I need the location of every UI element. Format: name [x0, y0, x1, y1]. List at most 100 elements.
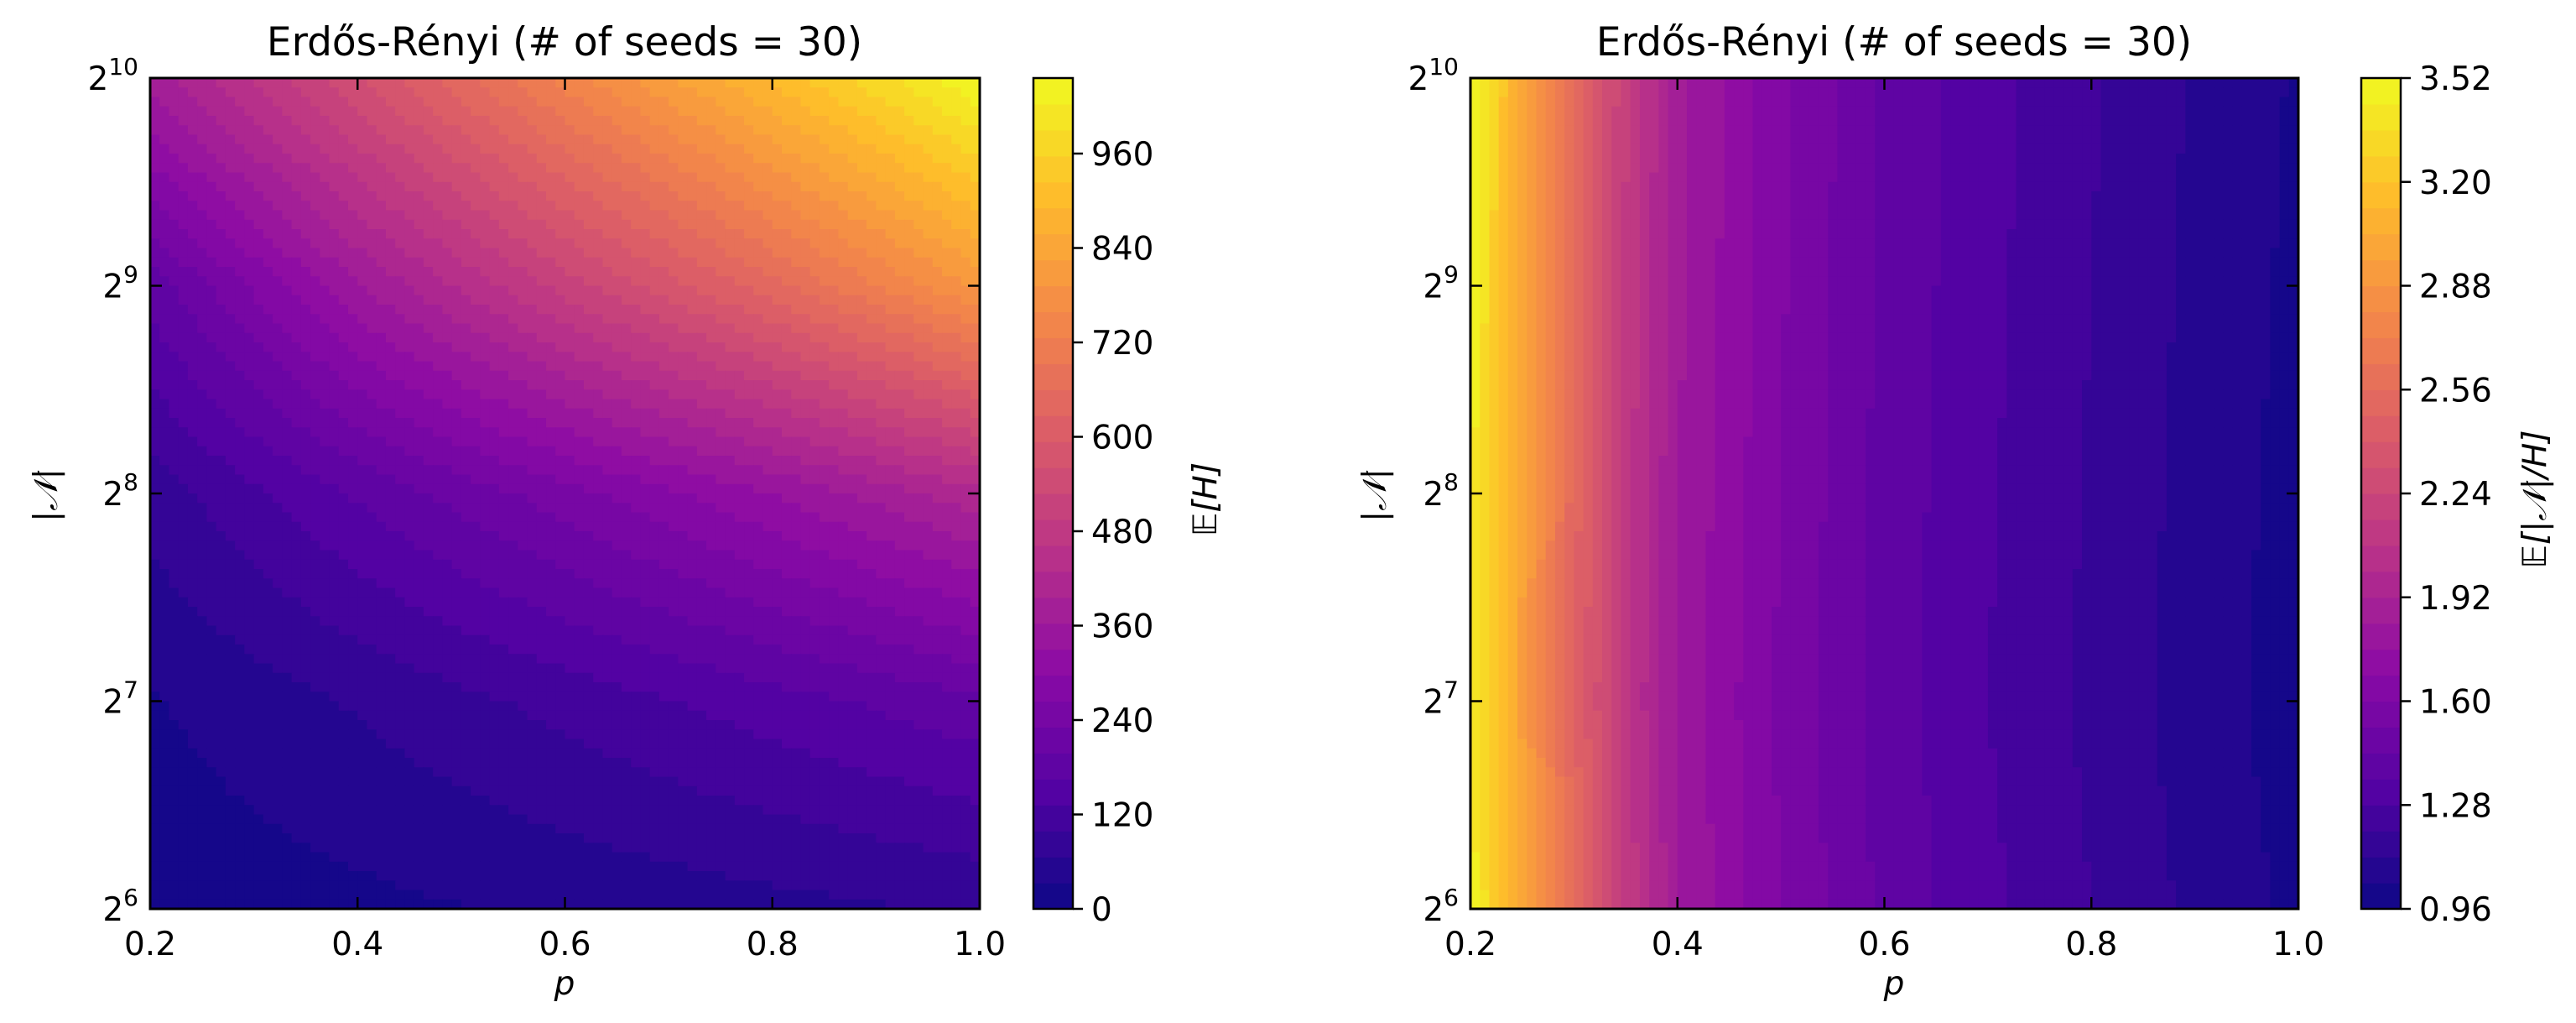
- heatmap-cell: [716, 248, 726, 258]
- heatmap-cell: [320, 408, 330, 419]
- heatmap-cell: [546, 607, 556, 617]
- heatmap-cell: [640, 285, 651, 296]
- heatmap-cell: [904, 587, 915, 598]
- heatmap-cell: [244, 97, 255, 107]
- heatmap-cell: [442, 465, 453, 476]
- heatmap-cell: [866, 285, 877, 296]
- heatmap-cell: [527, 219, 538, 230]
- heatmap-cell: [471, 399, 481, 410]
- heatmap-cell: [791, 78, 802, 88]
- heatmap-cell: [951, 446, 962, 457]
- heatmap-cell: [527, 172, 538, 183]
- heatmap-cell: [960, 418, 971, 428]
- heatmap-cell: [461, 295, 471, 305]
- heatmap-cell: [433, 512, 444, 523]
- heatmap-cell: [885, 342, 896, 352]
- heatmap-cell: [829, 483, 840, 494]
- heatmap-cell: [150, 125, 160, 136]
- heatmap-cell: [593, 191, 604, 201]
- heatmap-cell: [300, 116, 311, 126]
- heatmap-cell: [970, 380, 981, 390]
- heatmap-cell: [320, 201, 330, 211]
- heatmap-cell: [433, 210, 444, 221]
- heatmap-cell: [725, 323, 736, 334]
- heatmap-cell: [744, 607, 754, 617]
- heatmap-cell: [678, 201, 689, 211]
- heatmap-cell: [329, 361, 340, 372]
- heatmap-cell: [395, 219, 406, 230]
- heatmap-cell: [555, 87, 566, 98]
- heatmap-cell: [404, 587, 415, 598]
- heatmap-cell: [809, 332, 820, 343]
- heatmap-cell: [546, 116, 556, 126]
- heatmap-cell: [800, 144, 811, 154]
- heatmap-cell: [508, 607, 519, 617]
- heatmap-cell: [753, 512, 764, 523]
- heatmap-cell: [658, 163, 669, 174]
- heatmap-cell: [414, 427, 424, 438]
- heatmap-cell: [480, 295, 491, 305]
- heatmap-cell: [367, 229, 377, 239]
- heatmap-cell: [725, 144, 736, 154]
- heatmap-cell: [385, 163, 396, 174]
- heatmap-cell: [395, 483, 406, 494]
- heatmap-cell: [658, 370, 669, 381]
- heatmap-cell: [348, 332, 358, 343]
- heatmap-cell: [696, 342, 707, 352]
- heatmap-cell: [320, 531, 330, 541]
- heatmap-cell: [669, 295, 679, 305]
- heatmap-cell: [451, 436, 462, 447]
- heatmap-cell: [791, 436, 802, 447]
- heatmap-cell: [942, 144, 952, 154]
- heatmap-cell: [225, 314, 236, 325]
- heatmap-cell: [631, 408, 642, 419]
- heatmap-cell: [593, 446, 604, 457]
- heatmap-cell: [244, 154, 255, 164]
- heatmap-cell: [894, 465, 905, 476]
- heatmap-cell: [320, 125, 330, 136]
- heatmap-cell: [471, 78, 481, 88]
- heatmap-cell: [809, 285, 820, 296]
- heatmap-cell: [263, 550, 273, 561]
- heatmap-cell: [395, 597, 406, 608]
- heatmap-cell: [913, 361, 924, 372]
- heatmap-cell: [772, 201, 783, 211]
- heatmap-cell: [150, 436, 160, 447]
- heatmap-cell: [669, 607, 679, 617]
- heatmap-cell: [442, 427, 453, 438]
- heatmap-cell: [856, 125, 867, 136]
- heatmap-cell: [489, 238, 500, 249]
- heatmap-cell: [244, 238, 255, 249]
- heatmap-cell: [960, 597, 971, 608]
- heatmap-cell: [649, 389, 660, 400]
- heatmap-cell: [753, 172, 764, 183]
- heatmap-cell: [819, 427, 830, 438]
- heatmap-cell: [282, 531, 293, 541]
- heatmap-cell: [847, 144, 858, 154]
- heatmap-cell: [385, 456, 396, 466]
- heatmap-cell: [471, 305, 481, 315]
- heatmap-cell: [593, 248, 604, 258]
- heatmap-cell: [546, 172, 556, 183]
- heatmap-cell: [498, 97, 509, 107]
- heatmap-cell: [310, 540, 320, 551]
- heatmap-cell: [253, 267, 264, 277]
- heatmap-cell: [716, 456, 726, 466]
- heatmap-cell: [338, 578, 349, 589]
- heatmap-cell: [772, 125, 783, 136]
- heatmap-cell: [781, 493, 792, 504]
- heatmap-cell: [602, 219, 613, 230]
- heatmap-cell: [753, 559, 764, 570]
- heatmap-cell: [329, 238, 340, 249]
- heatmap-cell: [555, 380, 566, 390]
- heatmap-cell: [385, 521, 396, 532]
- heatmap-cell: [772, 267, 783, 277]
- heatmap-cell: [942, 116, 952, 126]
- heatmap-cell: [894, 125, 905, 136]
- heatmap-cell: [187, 446, 198, 457]
- heatmap-cell: [734, 370, 745, 381]
- heatmap-cell: [471, 483, 481, 494]
- heatmap-cell: [206, 352, 217, 363]
- heatmap-cell: [235, 125, 246, 136]
- heatmap-cell: [376, 97, 387, 107]
